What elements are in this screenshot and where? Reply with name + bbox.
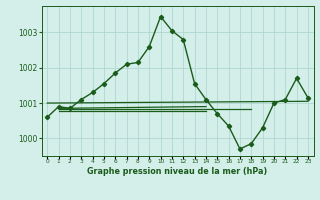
X-axis label: Graphe pression niveau de la mer (hPa): Graphe pression niveau de la mer (hPa) (87, 167, 268, 176)
